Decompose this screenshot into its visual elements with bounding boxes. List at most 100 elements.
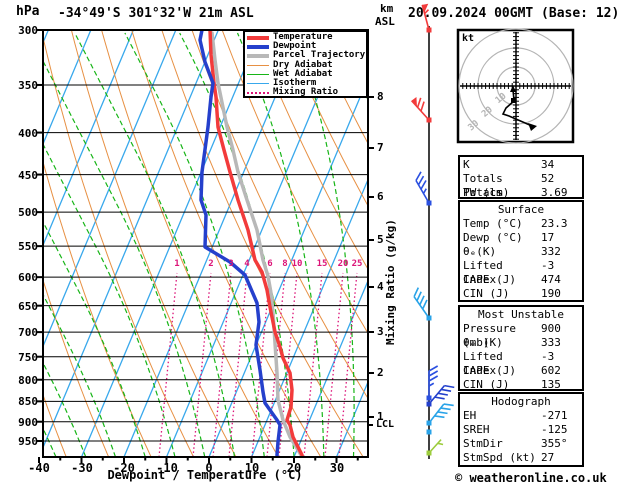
- wind-barb-column: [411, 3, 455, 459]
- panel-row-value: 190: [541, 287, 561, 300]
- wind-barb: [426, 439, 444, 456]
- legend-item: Isotherm: [247, 79, 366, 88]
- panel-row-label: Temp (°C): [463, 217, 523, 230]
- pressure-tick-label: 600: [18, 271, 38, 284]
- pressure-tick-label: 350: [18, 79, 38, 92]
- pressure-tick-label: 750: [18, 351, 38, 364]
- legend-swatch-wet-adiabat: [247, 73, 269, 75]
- panel-row-label: SREH: [463, 423, 490, 436]
- datetime-title: 20.09.2024 00GMT (Base: 12): [408, 6, 620, 21]
- pressure-tick-label: 800: [18, 374, 38, 387]
- km-tick-label: 2: [377, 366, 384, 379]
- plot-border: [42, 29, 369, 458]
- pressure-tick-label: 950: [18, 435, 38, 448]
- panel-row-label: StmSpd (kt): [463, 451, 536, 464]
- temperature-trace: [208, 31, 304, 456]
- panel-row-label: CAPE (J): [463, 364, 516, 377]
- km-tick-label: 7: [377, 141, 384, 154]
- wind-barb: [413, 287, 432, 321]
- panel-row-label: K: [463, 158, 470, 171]
- pressure-tick-label: 900: [18, 416, 38, 429]
- panel-row-value: 332: [541, 245, 561, 258]
- panel-row-value: 900: [541, 322, 561, 335]
- axis-ticks: [37, 29, 374, 463]
- panel-row-value: 34: [541, 158, 555, 171]
- panel-row-value: -271: [541, 409, 568, 422]
- temp-tick-label: 0: [205, 461, 213, 475]
- panel-row: Pressure (mb) 900: [460, 322, 582, 349]
- legend-swatch-isotherm: [247, 83, 269, 85]
- legend-box: Temperature Dewpoint Parcel Trajectory Dry …: [243, 30, 368, 98]
- panel-row: Dewp (°C) 17: [460, 231, 582, 245]
- pressure-tick-label: 700: [18, 326, 38, 339]
- temp-tick-label: -10: [156, 461, 178, 475]
- pressure-unit-label: hPa: [16, 4, 40, 19]
- panel-row-value: 27: [541, 451, 555, 464]
- mixing-ratio-label: 15: [316, 259, 328, 269]
- legend-label: Dewpoint: [273, 41, 317, 52]
- pressure-tick-label: 300: [18, 24, 38, 37]
- panel-row-label: CIN (J): [463, 287, 510, 300]
- pressure-tick-label: 400: [18, 127, 38, 140]
- wind-barb: [426, 403, 454, 426]
- panel-row-value: 52: [541, 172, 555, 185]
- panel-row: CAPE (J) 602: [460, 364, 582, 378]
- temp-tick-label: 20: [286, 461, 302, 475]
- temp-tick-label: -20: [113, 461, 135, 475]
- legend-item: Mixing Ratio: [247, 88, 366, 97]
- panel-row-value: 474: [541, 273, 561, 286]
- km-tick-label: 3: [377, 325, 384, 338]
- legend-item: Dewpoint: [247, 42, 366, 51]
- panel-row: CAPE (J) 474: [460, 273, 582, 287]
- wind-barb: [426, 384, 455, 407]
- panel-row-value: 3.69: [541, 186, 568, 199]
- panel-row-label: Lifted Index: [463, 259, 503, 286]
- temp-tick-label: 30: [329, 461, 345, 475]
- panel-row-label: CAPE (J): [463, 273, 516, 286]
- wind-barb: [421, 3, 432, 33]
- panel-header: Most Unstable: [477, 308, 565, 321]
- temp-tick-label: -30: [71, 461, 93, 475]
- lcl-label: LCL: [376, 419, 395, 430]
- legend-label: Isotherm: [273, 78, 317, 89]
- panel-row-value: 135: [541, 378, 561, 391]
- panel-row: K 34: [460, 158, 582, 172]
- legend-label: Mixing Ratio: [273, 87, 339, 98]
- mixing-ratio-axis-label: Mixing Ratio (g/kg): [384, 219, 397, 345]
- panel-row: Lifted Index -3: [460, 259, 582, 286]
- panel-row: Totals Totals 52: [460, 172, 582, 199]
- parcel-trajectory-trace: [210, 31, 303, 456]
- hodograph-unit-label: kt: [462, 33, 475, 44]
- panel-row-label: Lifted Index: [463, 350, 503, 377]
- panel-header: Hodograph: [491, 395, 551, 408]
- panel-row-label: EH: [463, 409, 477, 422]
- legend-swatch-dry-adiabat: [247, 64, 269, 66]
- temp-tick-label: -40: [28, 461, 50, 475]
- legend-item: Temperature: [247, 33, 366, 42]
- x-axis-title: Dewpoint / Temperature (°C): [107, 468, 303, 482]
- panel-row-label: PW (cm): [463, 186, 510, 199]
- panel-row-value: 602: [541, 364, 561, 377]
- legend-item: Dry Adiabat: [247, 59, 366, 70]
- mixing-ratio-label: 25: [351, 259, 363, 269]
- indices-panel: K 34 Totals Totals 52 PW (cm) 3.69: [458, 155, 584, 199]
- mixing-ratio-label: 2: [208, 259, 214, 269]
- legend-swatch-mixing-ratio: [247, 91, 269, 94]
- km-axis-unit: km: [380, 2, 394, 15]
- panel-row: θₑ(K) 332: [460, 245, 582, 259]
- temp-tick-label: 10: [244, 461, 260, 475]
- panel-row-value: -3: [541, 259, 555, 272]
- legend-label: Dry Adiabat: [273, 59, 333, 70]
- panel-row-value: -3: [541, 350, 555, 363]
- km-tick-label: 8: [377, 90, 384, 103]
- panel-row: SREH -125: [460, 423, 582, 437]
- km-tick-label: 4: [377, 280, 384, 293]
- panel-row-label: θₑ(K): [463, 245, 497, 258]
- panel-row-value: 23.3: [541, 217, 568, 230]
- legend-swatch-temperature: [247, 35, 269, 40]
- mixing-ratio-label: 10: [291, 259, 303, 269]
- legend-swatch-parcel-trajectory: [247, 53, 269, 58]
- legend-item: Parcel Trajectory: [247, 51, 366, 60]
- pressure-tick-label: 500: [18, 206, 38, 219]
- legend-label: Wet Adiabat: [273, 68, 333, 79]
